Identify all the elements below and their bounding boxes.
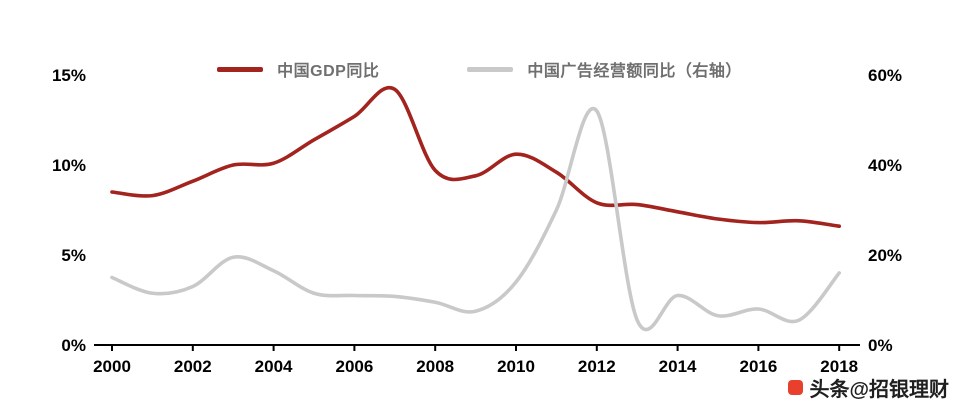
toutiao-logo-icon — [788, 380, 804, 395]
watermark: 头条@招银理财 — [784, 373, 949, 402]
x-tick-label: 2012 — [578, 357, 616, 376]
y-left-tick-label: 0% — [61, 336, 86, 355]
x-tick-label: 2018 — [820, 357, 858, 376]
x-tick-label: 2000 — [93, 357, 131, 376]
ad-line-path — [110, 106, 841, 332]
y-left-tick-label: 15% — [52, 66, 86, 85]
x-tick-label: 2016 — [739, 357, 777, 376]
y-right-tick-label: 0% — [868, 336, 893, 355]
y-left-tick-label: 10% — [52, 156, 86, 175]
y-left-tick-label: 5% — [61, 246, 86, 265]
x-tick-label: 2004 — [255, 357, 293, 376]
x-tick-label: 2008 — [416, 357, 454, 376]
x-tick-label: 2006 — [335, 357, 373, 376]
watermark-text: 头条@招银理财 — [809, 379, 949, 401]
x-tick-label: 2002 — [174, 357, 212, 376]
x-tick-label: 2010 — [497, 357, 535, 376]
y-right-tick-label: 40% — [868, 156, 902, 175]
y-right-tick-label: 60% — [868, 66, 902, 85]
gdp-line-path — [110, 85, 841, 228]
y-right-tick-label: 20% — [868, 246, 902, 265]
x-tick-label: 2014 — [659, 357, 697, 376]
